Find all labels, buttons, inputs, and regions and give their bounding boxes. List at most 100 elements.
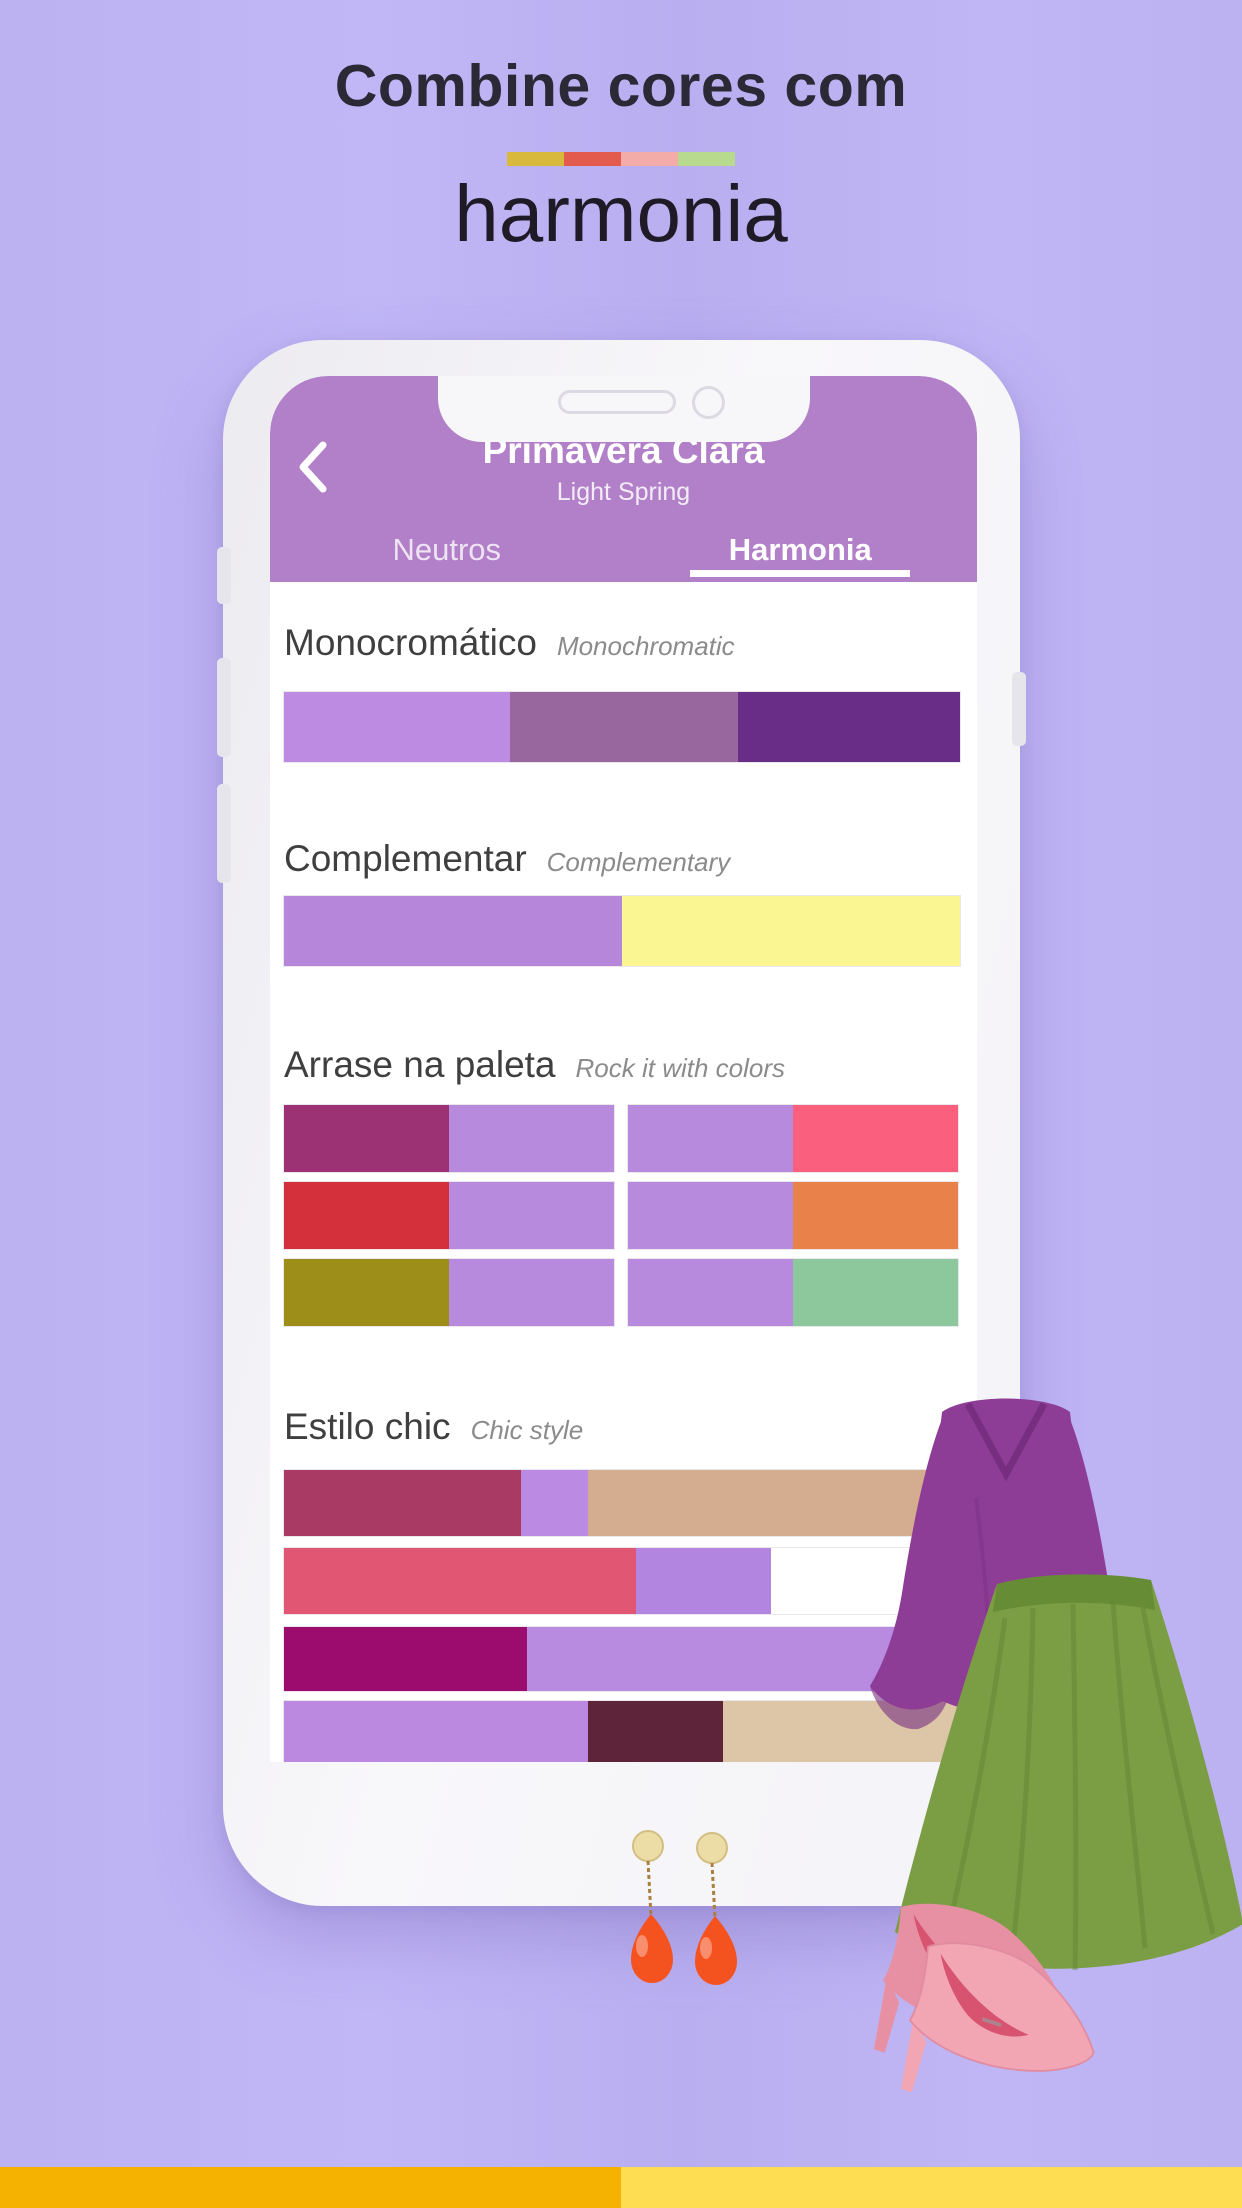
color-segment xyxy=(738,692,960,762)
earring-stud xyxy=(632,1830,664,1862)
color-segment xyxy=(793,1105,958,1172)
earring-chain xyxy=(646,1860,653,1917)
rock-swatch-4 xyxy=(628,1182,958,1249)
heel-stiletto xyxy=(874,1977,900,2053)
color-segment xyxy=(284,1548,636,1614)
rock-title-pt: Arrase na paleta xyxy=(284,1044,556,1085)
chic-palette-bar-1 xyxy=(284,1470,960,1536)
tab-bar: Neutros Harmonia xyxy=(270,532,977,568)
color-segment xyxy=(621,2167,1242,2208)
page-subtitle: harmonia xyxy=(454,169,788,258)
chic-palette-bar-4 xyxy=(284,1701,960,1762)
color-segment xyxy=(628,1105,793,1172)
power-button xyxy=(1012,672,1026,746)
color-segment xyxy=(449,1182,614,1249)
section-chic-title: Estilo chic Chic style xyxy=(284,1406,583,1448)
footer-bar xyxy=(0,2167,1242,2208)
chic-title-pt: Estilo chic xyxy=(284,1406,451,1447)
earring-chain xyxy=(710,1862,717,1919)
skirt-waistband xyxy=(993,1574,1155,1612)
heel-front-shoe xyxy=(901,1942,1095,2093)
color-segment xyxy=(588,1701,724,1762)
tab-neutros[interactable]: Neutros xyxy=(392,532,502,567)
monochromatic-title-en: Monochromatic xyxy=(556,631,735,661)
volume-down-button xyxy=(217,784,231,883)
color-segment xyxy=(564,152,621,166)
section-monochromatic-title: Monocromático Monochromatic xyxy=(284,622,735,664)
phone-mockup: Primavera Clara Light Spring Neutros Har… xyxy=(217,340,1026,1906)
color-segment xyxy=(284,1701,589,1762)
heel-logo-mark xyxy=(981,2017,1002,2027)
complementary-palette-bar xyxy=(284,896,960,966)
blouse-left-ruffle xyxy=(870,1686,948,1730)
color-segment xyxy=(628,1182,793,1249)
earring-drop xyxy=(695,1916,737,1985)
color-segment xyxy=(449,1259,614,1326)
color-segment xyxy=(635,1548,771,1614)
pink-heels-image xyxy=(874,1903,1095,2093)
earring-left xyxy=(631,1830,673,1983)
mute-switch xyxy=(217,547,231,604)
color-segment xyxy=(622,896,960,966)
speaker-grille xyxy=(557,390,676,414)
front-camera-icon xyxy=(691,386,725,419)
color-segment xyxy=(284,1182,449,1249)
rock-swatch-3 xyxy=(284,1182,614,1249)
phone-screen: Primavera Clara Light Spring Neutros Har… xyxy=(270,376,977,1762)
green-skirt-image xyxy=(895,1574,1242,1971)
orange-earrings-image xyxy=(631,1830,737,1985)
color-segment xyxy=(284,1470,521,1536)
section-rock-title: Arrase na paleta Rock it with colors xyxy=(284,1044,785,1086)
rock-swatch-2 xyxy=(628,1105,958,1172)
earring-stud xyxy=(696,1832,728,1864)
color-segment xyxy=(793,1182,958,1249)
rock-title-en: Rock it with colors xyxy=(575,1053,786,1083)
color-segment xyxy=(793,1259,958,1326)
app-header: Primavera Clara Light Spring Neutros Har… xyxy=(270,376,977,582)
rock-swatch-6 xyxy=(628,1259,958,1326)
skirt-folds xyxy=(942,1601,1216,1971)
color-segment xyxy=(284,1105,449,1172)
color-segment xyxy=(527,1627,906,1691)
color-segment xyxy=(509,692,739,762)
header-subtitle: Light Spring xyxy=(556,478,691,506)
chevron-left-icon xyxy=(299,441,327,493)
blouse-left-sleeve xyxy=(870,1414,948,1710)
color-segment xyxy=(520,1470,589,1536)
rock-swatch-1 xyxy=(284,1105,614,1172)
monochromatic-title-pt: Monocromático xyxy=(284,622,537,663)
color-segment xyxy=(0,2167,621,2208)
earring-drop-highlight xyxy=(636,1935,648,1957)
color-segment xyxy=(284,1627,528,1691)
volume-up-button xyxy=(217,658,231,757)
earring-drop xyxy=(631,1914,673,1983)
active-tab-indicator xyxy=(690,570,910,577)
complementary-title-pt: Complementar xyxy=(284,838,527,879)
complementary-title-en: Complementary xyxy=(546,847,731,877)
color-segment xyxy=(507,152,564,166)
page-title: Combine cores com xyxy=(334,53,908,119)
back-button[interactable] xyxy=(296,440,330,494)
skirt-body xyxy=(895,1574,1242,1969)
rock-swatch-5 xyxy=(284,1259,614,1326)
blouse-vneck xyxy=(964,1402,1048,1482)
color-segment xyxy=(621,152,678,166)
earring-drop-highlight xyxy=(700,1937,712,1959)
color-segment xyxy=(284,1259,449,1326)
color-segment xyxy=(588,1470,960,1536)
tab-harmonia[interactable]: Harmonia xyxy=(728,532,872,567)
earring-right xyxy=(695,1832,737,1985)
heel-body xyxy=(908,1942,1095,2072)
color-divider xyxy=(507,152,735,166)
phone-notch xyxy=(437,376,810,442)
color-segment xyxy=(678,152,735,166)
section-complementary-title: Complementar Complementary xyxy=(284,838,730,880)
monochromatic-palette-bar xyxy=(284,692,960,762)
heel-stiletto xyxy=(901,2016,927,2093)
color-segment xyxy=(628,1259,793,1326)
color-segment xyxy=(284,896,622,966)
color-segment xyxy=(284,692,510,762)
color-segment xyxy=(449,1105,614,1172)
chic-title-en: Chic style xyxy=(470,1415,584,1445)
